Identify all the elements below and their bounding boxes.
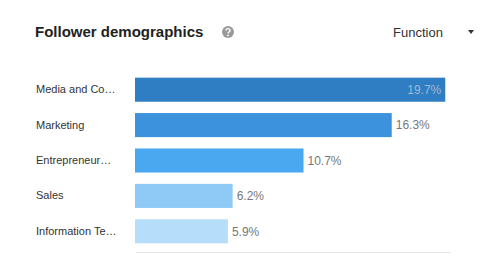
- category-label: Marketing: [36, 119, 84, 131]
- y-tick: Information Te…: [36, 225, 117, 237]
- bar: [135, 219, 228, 243]
- data-label: 16.3%: [396, 118, 430, 132]
- data-label: 10.7%: [308, 154, 342, 168]
- help-icon[interactable]: [222, 26, 234, 38]
- category-label: Sales: [36, 189, 64, 201]
- bar: [135, 113, 392, 137]
- help-icon-dot[interactable]: [227, 35, 229, 37]
- bar: [135, 78, 445, 102]
- help-icon-glyph[interactable]: [226, 29, 230, 34]
- data-label: 6.2%: [237, 189, 265, 203]
- dropdown-label[interactable]: Function: [393, 25, 443, 40]
- x-axis-line: [136, 252, 451, 253]
- bars: [135, 78, 445, 244]
- category-label: Media and Co…: [36, 83, 116, 95]
- y-tick: Entrepreneur…: [36, 154, 111, 166]
- y-tick: Media and Co…: [36, 83, 116, 95]
- x-axis: [136, 252, 451, 253]
- data-label: 5.9%: [232, 225, 260, 239]
- data-label: 19.7%: [407, 83, 441, 97]
- y-axis: Media and Co… Marketing Entrepreneur… Sales…: [36, 83, 117, 237]
- bar: [135, 184, 233, 208]
- chart: Follower demographics Function Media and C…: [0, 0, 500, 280]
- dropdown-caret[interactable]: [468, 30, 474, 34]
- title: Follower demographics: [35, 23, 203, 40]
- dropdown[interactable]: Function: [393, 25, 474, 40]
- y-tick: Sales: [36, 189, 64, 201]
- data-labels: 19.7% 16.3% 10.7% 6.2% 5.9%: [232, 83, 442, 239]
- y-tick: Marketing: [36, 119, 84, 131]
- bar: [135, 148, 304, 172]
- help-icon-circle[interactable]: [222, 26, 234, 38]
- category-label: Information Te…: [36, 225, 117, 237]
- category-label: Entrepreneur…: [36, 154, 111, 166]
